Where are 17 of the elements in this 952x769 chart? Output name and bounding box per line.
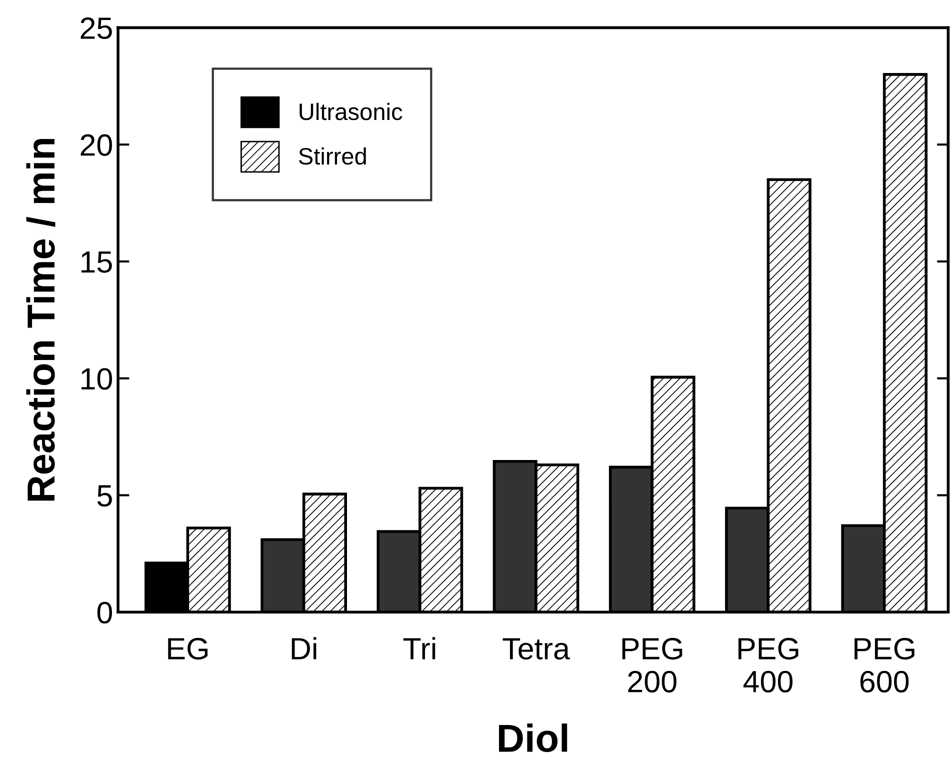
x-tick-label: PEG 200 <box>622 638 682 692</box>
x-tick-label: PEG 600 <box>854 638 914 692</box>
y-tick-label: 5 <box>97 485 112 507</box>
x-axis-title: Diol <box>499 724 568 752</box>
x-tick-label: Tetra <box>502 638 570 660</box>
legend-label: Stirred <box>298 147 366 165</box>
y-tick-label: 0 <box>97 602 112 624</box>
y-tick-label: 15 <box>82 252 112 273</box>
x-tick-label: PEG 400 <box>738 638 798 692</box>
y-tick-label: 20 <box>80 134 112 156</box>
y-axis-title: Reaction Time / min <box>26 138 56 501</box>
x-tick-label: Tri <box>403 637 436 660</box>
x-tick-label: EG <box>168 638 208 660</box>
legend-label: Ultrasonic <box>300 102 402 120</box>
y-tick-label: 10 <box>82 368 112 390</box>
x-tick-label: Di <box>292 637 316 660</box>
y-tick-label: 25 <box>80 17 112 40</box>
